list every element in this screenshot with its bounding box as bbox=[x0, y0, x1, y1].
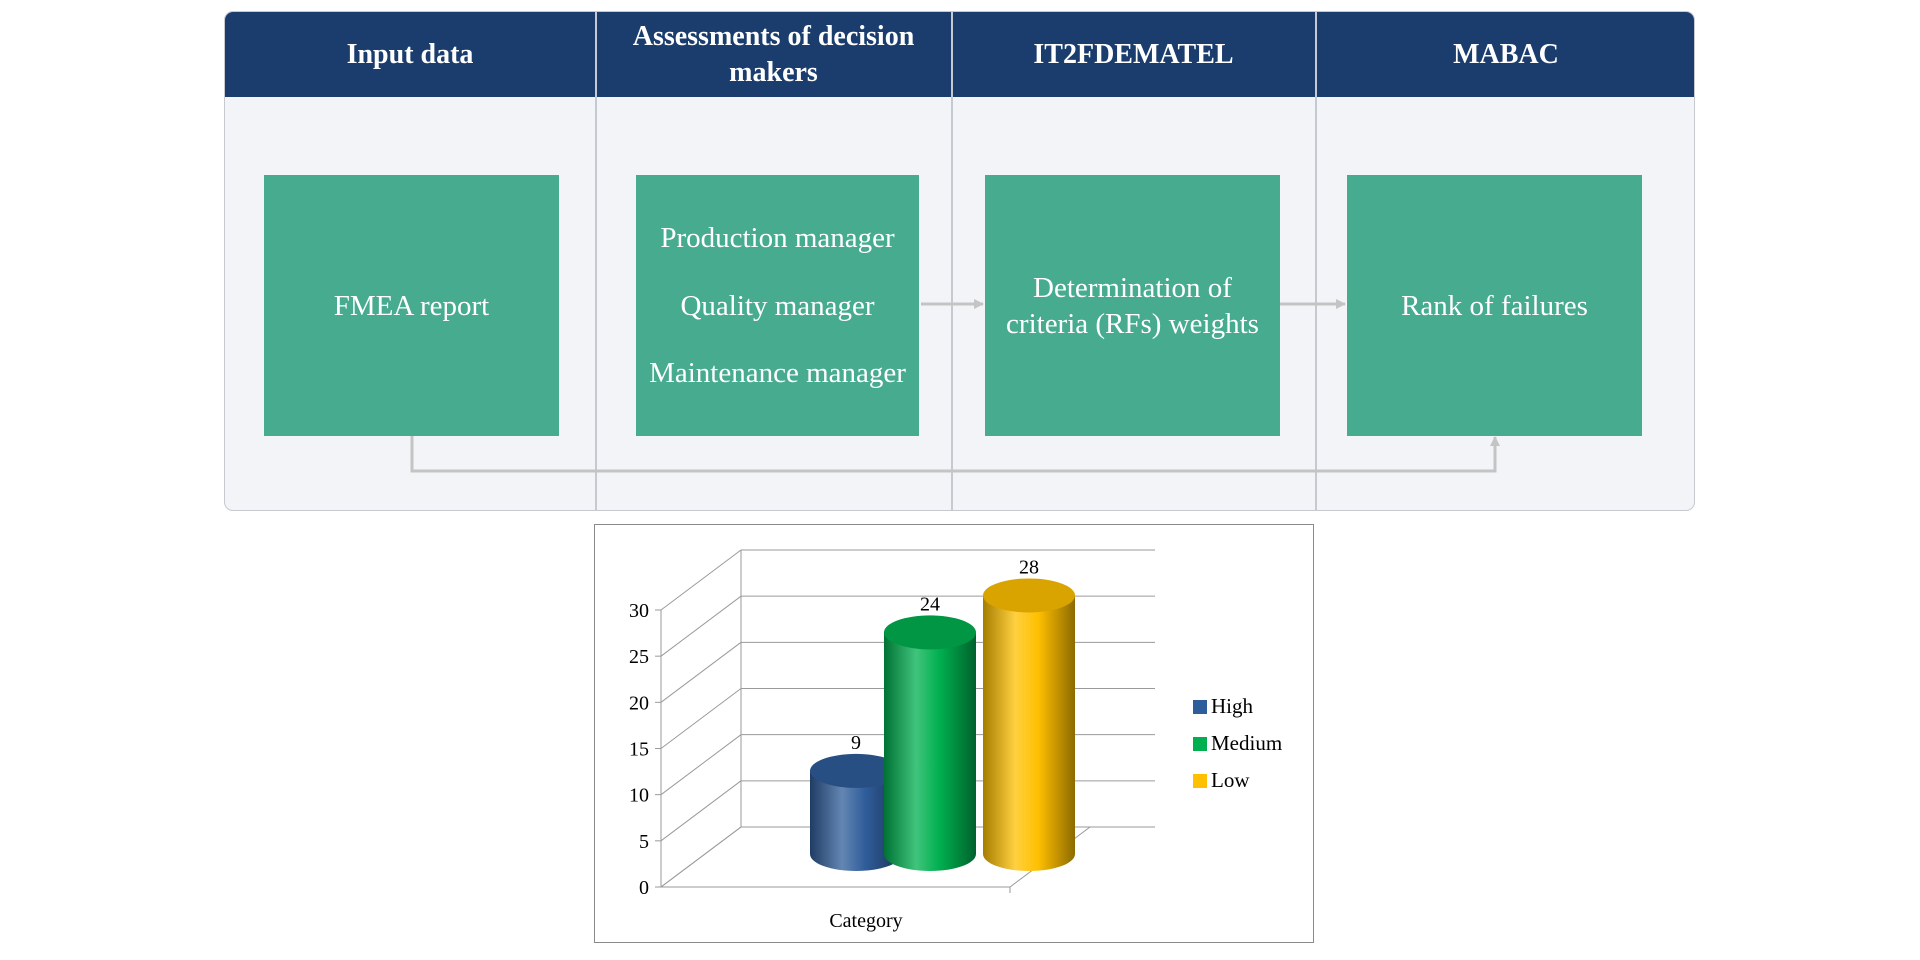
gridline bbox=[660, 688, 742, 749]
y-tick-label: 0 bbox=[639, 877, 649, 899]
bar-medium bbox=[884, 615, 976, 871]
risk-category-chart: 0 5 10 15 20 25 30 9 24 28 Category High Medium Lo… bbox=[594, 524, 1314, 943]
role-quality-manager: Quality manager bbox=[680, 289, 875, 322]
legend-item-high: High bbox=[1193, 694, 1253, 719]
column-divider bbox=[595, 12, 597, 510]
role-production-manager: Production manager bbox=[660, 222, 895, 255]
methodology-flowchart: Input data Assessments of decision maker… bbox=[224, 11, 1695, 511]
bar-top bbox=[884, 615, 976, 650]
flow-arrows bbox=[410, 299, 1500, 473]
box-fmea-report-label: FMEA report bbox=[333, 289, 490, 322]
bar-body bbox=[884, 632, 976, 871]
bar-body bbox=[983, 595, 1075, 871]
legend-swatch bbox=[1193, 699, 1207, 714]
box-fmea-report: FMEA report bbox=[264, 175, 559, 436]
data-label-medium: 24 bbox=[920, 593, 940, 615]
column-divider bbox=[1315, 12, 1317, 510]
y-tick-label: 10 bbox=[629, 785, 649, 807]
gridline bbox=[660, 549, 742, 611]
header-mabac: MABAC bbox=[1316, 12, 1694, 97]
header-assessments: Assessments of decision makers bbox=[596, 12, 951, 97]
bar-body bbox=[810, 770, 902, 871]
y-tick-label: 25 bbox=[629, 646, 649, 668]
box-rank-of-failures-label: Rank of failures bbox=[1401, 289, 1588, 322]
gridline bbox=[660, 780, 742, 842]
bar-top bbox=[810, 753, 902, 788]
legend-item-low: Low bbox=[1193, 768, 1250, 793]
gridline bbox=[660, 641, 742, 703]
box-criteria-weights: Determination of criteria (RFs) weights bbox=[985, 175, 1280, 436]
gridline bbox=[660, 734, 742, 796]
legend-label: Low bbox=[1211, 768, 1250, 792]
y-tick-label: 15 bbox=[629, 739, 649, 761]
chart-plot-area: 0 5 10 15 20 25 30 9 24 28 Category bbox=[629, 549, 1155, 932]
bar-high bbox=[810, 753, 902, 871]
header-input-data: Input data bbox=[225, 12, 595, 97]
box-decision-makers: Production manager Quality manager Maint… bbox=[636, 175, 919, 436]
y-tick-label: 30 bbox=[629, 600, 649, 622]
chart-floor bbox=[659, 826, 1092, 888]
legend-swatch bbox=[1193, 773, 1207, 788]
bar-low bbox=[983, 578, 1075, 871]
arrow-input-to-rank bbox=[410, 436, 1500, 473]
bar-top bbox=[983, 578, 1075, 613]
legend-label: High bbox=[1211, 694, 1253, 718]
data-label-low: 28 bbox=[1019, 556, 1039, 578]
box-rank-of-failures: Rank of failures bbox=[1347, 175, 1642, 436]
legend-label: Medium bbox=[1211, 731, 1283, 755]
legend-swatch bbox=[1193, 736, 1207, 751]
data-label-high: 9 bbox=[851, 732, 861, 754]
role-maintenance-manager: Maintenance manager bbox=[649, 356, 906, 389]
gridline bbox=[660, 595, 742, 657]
column-divider bbox=[951, 12, 953, 510]
box-criteria-weights-label: Determination of criteria (RFs) weights bbox=[1006, 271, 1259, 340]
y-tick-label: 5 bbox=[639, 831, 649, 853]
x-axis-title: Category bbox=[829, 910, 902, 932]
y-tick-label: 20 bbox=[629, 692, 649, 714]
header-it2fdematel: IT2FDEMATEL bbox=[952, 12, 1315, 97]
legend-item-medium: Medium bbox=[1193, 731, 1282, 756]
